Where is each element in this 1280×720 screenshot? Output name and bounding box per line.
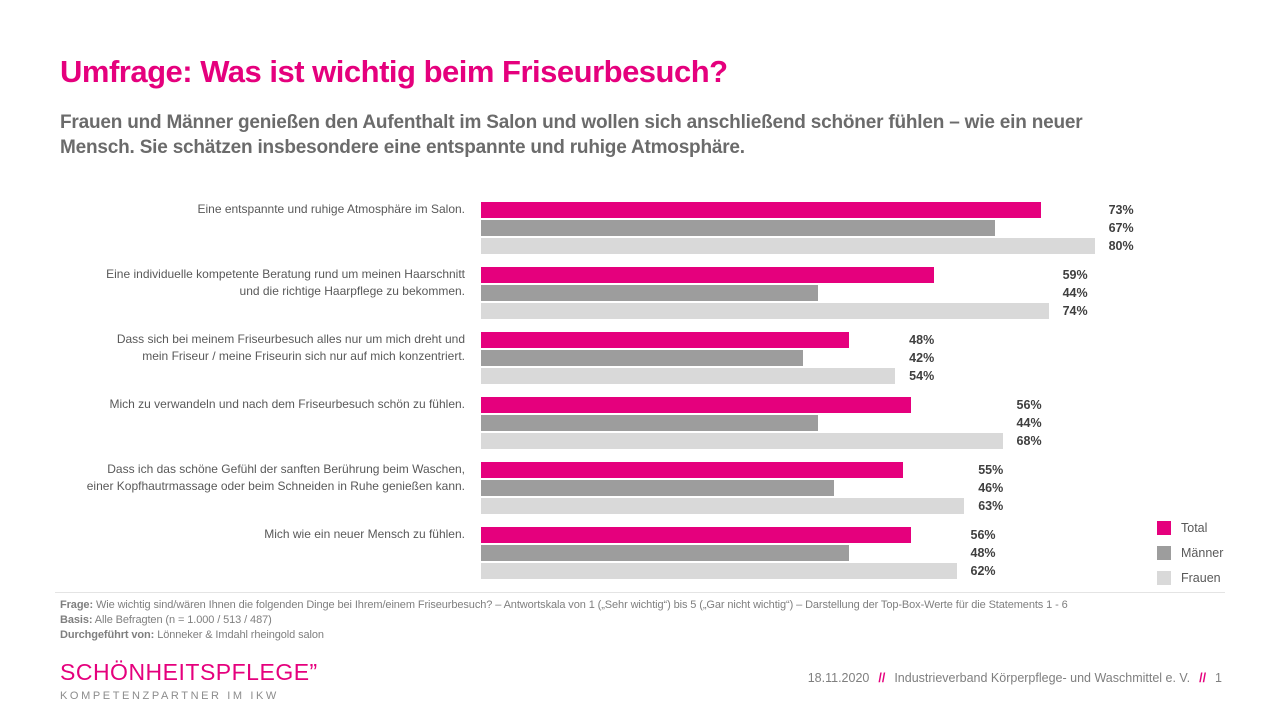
footnote-label: Basis:	[60, 614, 93, 626]
value-label-frauen: 62%	[970, 564, 996, 578]
category-label: Eine individuelle kompetente Beratung ru…	[106, 267, 465, 298]
footnote-basis: Basis: Alle Befragten (n = 1.000 / 513 /…	[60, 613, 1220, 628]
logo-tagline: KOMPETENZPARTNER IM IKW	[60, 690, 279, 702]
value-label-total: 56%	[1016, 398, 1042, 412]
bar-frauen	[481, 498, 965, 514]
bar-frauen	[481, 238, 1095, 254]
bar-maenner	[481, 415, 819, 431]
bar-maenner	[481, 350, 804, 366]
bar-total	[481, 397, 911, 413]
value-label-frauen: 80%	[1108, 239, 1134, 253]
bar-total	[481, 332, 850, 348]
legend-label-maenner: Männer	[1181, 546, 1224, 560]
value-label-frauen: 68%	[1016, 434, 1042, 448]
value-label-frauen: 74%	[1062, 304, 1088, 318]
logo-wordmark: SCHÖNHEITSPFLEGE”	[60, 659, 318, 685]
value-label-frauen: 63%	[978, 499, 1004, 513]
value-label-maenner: 48%	[970, 546, 996, 560]
footer: 18.11.2020 // Industrieverband Körperpfl…	[808, 671, 1222, 685]
bar-maenner	[481, 220, 995, 236]
legend-swatch-maenner	[1157, 546, 1171, 560]
footer-separator: //	[1199, 671, 1207, 685]
footer-date: 18.11.2020	[807, 671, 870, 685]
bar-chart: Eine entspannte und ruhige Atmosphäre im…	[0, 202, 1280, 597]
bar-total	[481, 527, 911, 543]
legend-swatch-frauen	[1157, 571, 1171, 585]
category-label: Dass sich bei meinem Friseurbesuch alles…	[116, 332, 465, 363]
bar-maenner	[481, 285, 819, 301]
legend-item-maenner: Männer	[1157, 546, 1223, 560]
footnote-text: Alle Befragten (n = 1.000 / 513 / 487)	[92, 614, 272, 626]
logo-quote-mark: ”	[309, 659, 318, 685]
value-label-frauen: 54%	[909, 369, 935, 383]
bar-frauen	[481, 563, 957, 579]
category-label: Eine entspannte und ruhige Atmosphäre im…	[197, 202, 465, 216]
category-label: Mich zu verwandeln und nach dem Friseurb…	[109, 397, 465, 411]
footnote-label: Durchgeführt von:	[60, 629, 155, 641]
value-label-maenner: 42%	[909, 351, 935, 365]
bar-frauen	[481, 368, 896, 384]
category-label: Mich wie ein neuer Mensch zu fühlen.	[264, 527, 465, 541]
bar-maenner	[481, 480, 834, 496]
footer-page-number: 1	[1215, 671, 1222, 685]
legend: Total Männer Frauen	[1157, 521, 1223, 596]
legend-item-total: Total	[1157, 521, 1223, 535]
value-label-total: 48%	[909, 333, 935, 347]
bar-maenner	[481, 545, 850, 561]
value-label-maenner: 44%	[1062, 286, 1088, 300]
legend-label-frauen: Frauen	[1181, 571, 1221, 585]
footnotes: Frage: Wie wichtig sind/wären Ihnen die …	[60, 598, 1220, 643]
value-label-total: 59%	[1062, 268, 1088, 282]
value-label-maenner: 44%	[1016, 416, 1042, 430]
footnote-durchgefuehrt: Durchgeführt von: Lönneker & Imdahl rhei…	[60, 628, 1220, 643]
value-label-maenner: 46%	[978, 481, 1004, 495]
legend-item-frauen: Frauen	[1157, 571, 1223, 585]
bar-frauen	[481, 433, 1003, 449]
category-label: Dass ich das schöne Gefühl der sanften B…	[86, 462, 465, 493]
footer-separator: //	[878, 671, 886, 685]
value-label-maenner: 67%	[1108, 221, 1134, 235]
footnote-text: Lönneker & Imdahl rheingold salon	[154, 629, 324, 641]
footnote-label: Frage:	[60, 599, 94, 611]
page-title: Umfrage: Was ist wichtig beim Friseurbes…	[60, 54, 728, 89]
footnote-text: Wie wichtig sind/wären Ihnen die folgend…	[93, 599, 1068, 611]
legend-swatch-total	[1157, 521, 1171, 535]
footnote-divider	[55, 592, 1225, 593]
bar-total	[481, 267, 934, 283]
logo: SCHÖNHEITSPFLEGE” KOMPETENZPARTNER IM IK…	[60, 659, 317, 702]
bar-total	[481, 462, 903, 478]
bar-frauen	[481, 303, 1049, 319]
legend-label-total: Total	[1181, 521, 1208, 535]
subtitle: Frauen und Männer genießen den Aufenthal…	[60, 112, 1083, 158]
value-label-total: 73%	[1108, 203, 1134, 217]
footnote-frage: Frage: Wie wichtig sind/wären Ihnen die …	[60, 598, 1220, 613]
value-label-total: 55%	[978, 463, 1004, 477]
value-label-total: 56%	[970, 528, 996, 542]
bar-total	[481, 202, 1041, 218]
footer-organization: Industrieverband Körperpflege- und Wasch…	[894, 671, 1191, 685]
